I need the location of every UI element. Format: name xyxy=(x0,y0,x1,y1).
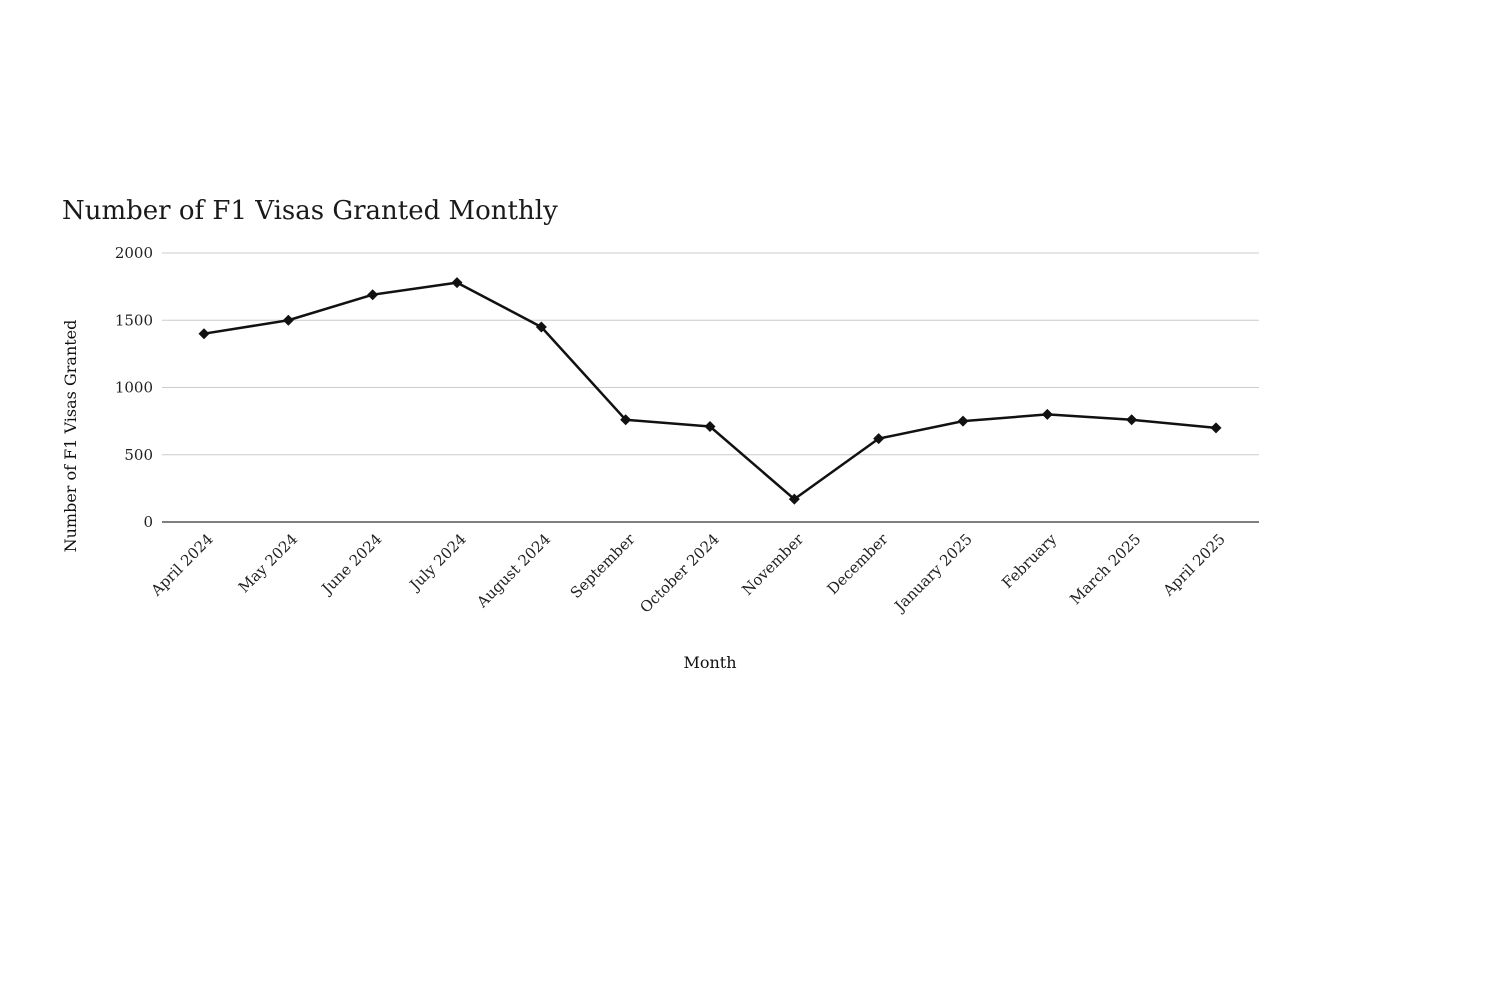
x-axis-title: Month xyxy=(683,653,736,672)
data-point-marker xyxy=(620,414,632,426)
data-point-marker xyxy=(1041,408,1053,420)
y-tick-label: 1000 xyxy=(115,379,153,397)
x-tick-labels: April 2024 May 2024 June 2024 July 2024 Augu… xyxy=(147,530,1229,617)
data-point-marker xyxy=(451,277,463,289)
data-point-marker xyxy=(367,289,379,301)
data-point-marker xyxy=(704,421,716,433)
x-tick-label: April 2024 xyxy=(147,530,217,600)
y-axis-title: Number of F1 Visas Granted xyxy=(61,320,80,553)
data-point-marker xyxy=(873,433,885,445)
series-line xyxy=(203,281,1217,501)
x-tick-label: December xyxy=(824,530,893,599)
y-tick-label: 0 xyxy=(143,513,153,531)
x-tick-label: February xyxy=(998,530,1060,592)
data-point-marker xyxy=(535,321,547,333)
data-point-marker xyxy=(1210,422,1222,434)
series-layer xyxy=(198,277,1222,505)
x-tick-label: April 2025 xyxy=(1159,530,1229,600)
data-point-marker xyxy=(282,314,294,326)
data-point-marker xyxy=(1126,414,1138,426)
y-tick-label: 2000 xyxy=(115,244,153,262)
y-tick-labels: 0 500 1000 1500 2000 xyxy=(115,244,153,531)
chart-title: Number of F1 Visas Granted Monthly xyxy=(62,196,558,226)
x-tick-label: September xyxy=(567,530,639,602)
x-tick-label: August 2024 xyxy=(473,530,555,612)
x-tick-label: July 2024 xyxy=(405,530,470,595)
data-point-marker xyxy=(788,493,800,505)
x-tick-label: January 2025 xyxy=(890,530,976,616)
y-tick-label: 500 xyxy=(124,446,153,464)
x-tick-label: October 2024 xyxy=(636,530,723,617)
data-point-marker xyxy=(957,415,969,427)
x-tick-label: May 2024 xyxy=(235,530,301,596)
y-tick-label: 1500 xyxy=(115,311,153,329)
x-tick-label: November xyxy=(738,530,807,599)
x-tick-label: March 2025 xyxy=(1066,530,1144,608)
x-tick-label: June 2024 xyxy=(317,530,386,599)
data-point-marker xyxy=(198,328,210,340)
gridlines xyxy=(162,252,1259,523)
